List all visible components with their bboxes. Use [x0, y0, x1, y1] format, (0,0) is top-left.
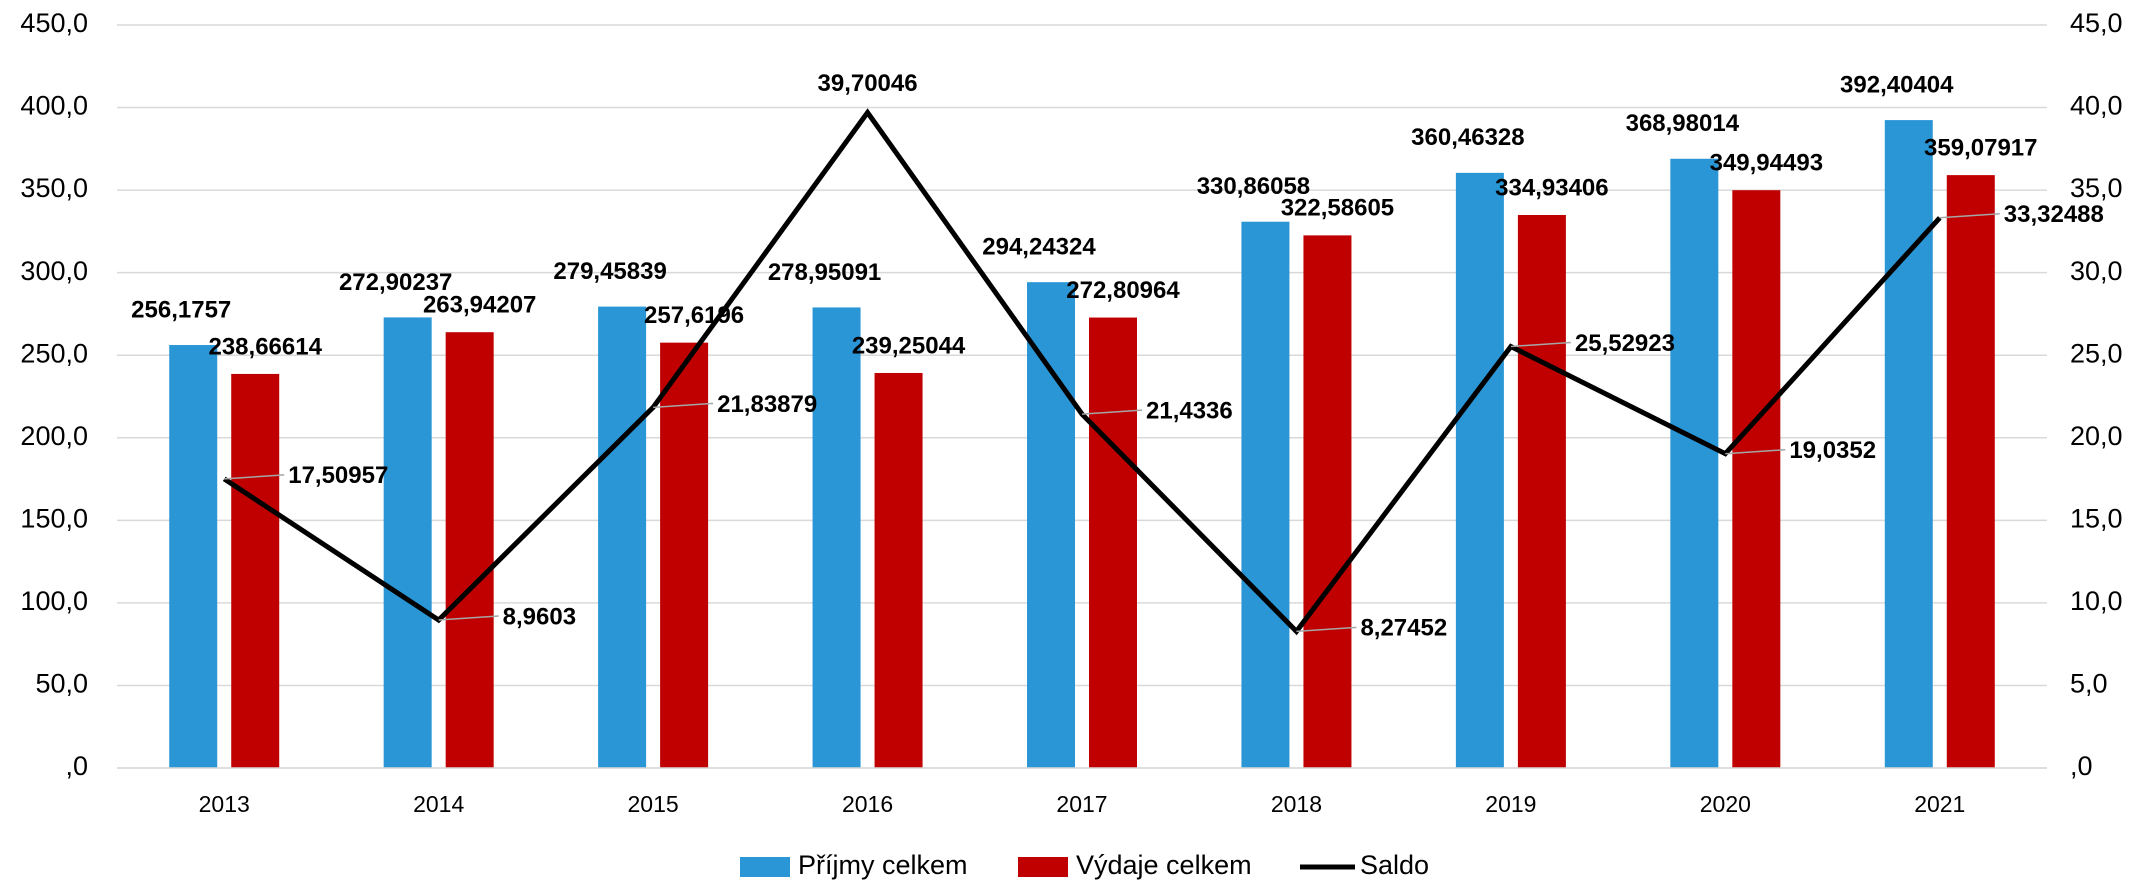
data-label: 238,66614	[208, 333, 322, 360]
y-tick-label: 400,0	[20, 91, 88, 121]
data-label: 19,0352	[1789, 437, 1876, 464]
data-label: 25,52923	[1575, 330, 1675, 357]
y2-tick-label: 30,0	[2070, 256, 2123, 286]
bar	[812, 307, 861, 768]
x-tick-label: 2016	[842, 791, 893, 817]
data-label: 360,46328	[1411, 124, 1524, 151]
x-tick-label: 2018	[1271, 791, 1322, 817]
bar	[445, 332, 494, 768]
y2-tick-label: 5,0	[2070, 669, 2108, 699]
leader-line	[653, 402, 714, 409]
y-tick-label: 450,0	[20, 8, 88, 38]
y-tick-label: 150,0	[20, 503, 88, 533]
bar	[1089, 317, 1137, 768]
data-label: 263,94207	[423, 292, 536, 319]
bar	[1027, 282, 1075, 768]
bar	[1884, 120, 1933, 768]
x-tick-label: 2017	[1056, 791, 1107, 817]
y2-tick-label: ,0	[2070, 751, 2093, 781]
data-label: 17,50957	[288, 462, 388, 489]
leader-line	[1510, 341, 1571, 348]
data-label: 294,24324	[982, 234, 1096, 261]
data-label: 39,70046	[818, 70, 918, 97]
y-tick-label: 100,0	[20, 586, 88, 616]
data-label: 334,93406	[1495, 174, 1608, 201]
legend-label: Příjmy celkem	[798, 850, 968, 880]
data-label: 359,07917	[1924, 134, 2037, 161]
y-tick-label: ,0	[65, 751, 88, 781]
legend-label: Výdaje celkem	[1076, 850, 1252, 880]
x-tick-label: 2020	[1700, 791, 1751, 817]
x-tick-label: 2015	[628, 791, 679, 817]
bar	[1241, 221, 1290, 769]
legend-swatch	[740, 857, 790, 877]
y-tick-label: 200,0	[20, 421, 88, 451]
leader-line	[1296, 626, 1357, 633]
bar	[169, 345, 218, 768]
y-tick-label: 350,0	[20, 173, 88, 203]
data-label: 349,94493	[1710, 150, 1823, 177]
leader-line	[1939, 213, 2000, 219]
data-label: 368,98014	[1626, 110, 1740, 137]
y-tick-label: 250,0	[20, 338, 88, 368]
data-label: 272,90237	[339, 269, 452, 296]
x-tick-label: 2014	[413, 791, 464, 817]
bar	[1455, 172, 1504, 768]
y2-tick-label: 40,0	[2070, 91, 2123, 121]
y2-tick-label: 25,0	[2070, 338, 2123, 368]
data-label: 279,45839	[553, 258, 666, 285]
bar	[598, 306, 647, 768]
y2-tick-label: 10,0	[2070, 586, 2123, 616]
bar	[874, 372, 923, 768]
bar	[1303, 235, 1352, 769]
leader-line	[1725, 448, 1786, 455]
data-label: 33,32488	[2004, 201, 2104, 228]
data-label: 322,58605	[1281, 195, 1394, 222]
legend-swatch	[1018, 857, 1068, 877]
data-label: 392,40404	[1840, 71, 1954, 98]
y2-tick-label: 35,0	[2070, 173, 2123, 203]
y2-tick-label: 20,0	[2070, 421, 2123, 451]
leader-line	[224, 474, 285, 480]
y-tick-label: 50,0	[35, 669, 88, 699]
x-tick-label: 2019	[1485, 791, 1536, 817]
x-tick-label: 2021	[1914, 791, 1965, 817]
legend-label: Saldo	[1360, 850, 1429, 880]
leader-line	[438, 615, 499, 621]
y2-tick-label: 45,0	[2070, 8, 2123, 38]
data-label: 272,80964	[1066, 277, 1180, 304]
y2-tick-label: 15,0	[2070, 503, 2123, 533]
bar	[383, 317, 432, 768]
data-label: 21,4336	[1146, 397, 1233, 424]
x-tick-label: 2013	[199, 791, 250, 817]
data-label: 239,25044	[852, 332, 966, 359]
data-label: 8,27452	[1360, 615, 1447, 642]
leader-line	[1081, 409, 1143, 415]
bar	[1670, 158, 1719, 768]
data-label: 278,95091	[768, 259, 881, 286]
bar	[1517, 214, 1566, 769]
bar	[1732, 190, 1781, 769]
data-label: 256,1757	[131, 296, 231, 323]
bar	[1946, 175, 1995, 769]
bar	[231, 373, 280, 768]
y-tick-label: 300,0	[20, 256, 88, 286]
data-label: 330,86058	[1197, 173, 1310, 200]
data-label: 8,9603	[503, 603, 576, 630]
data-label: 21,83879	[717, 391, 817, 418]
bar	[660, 342, 709, 768]
